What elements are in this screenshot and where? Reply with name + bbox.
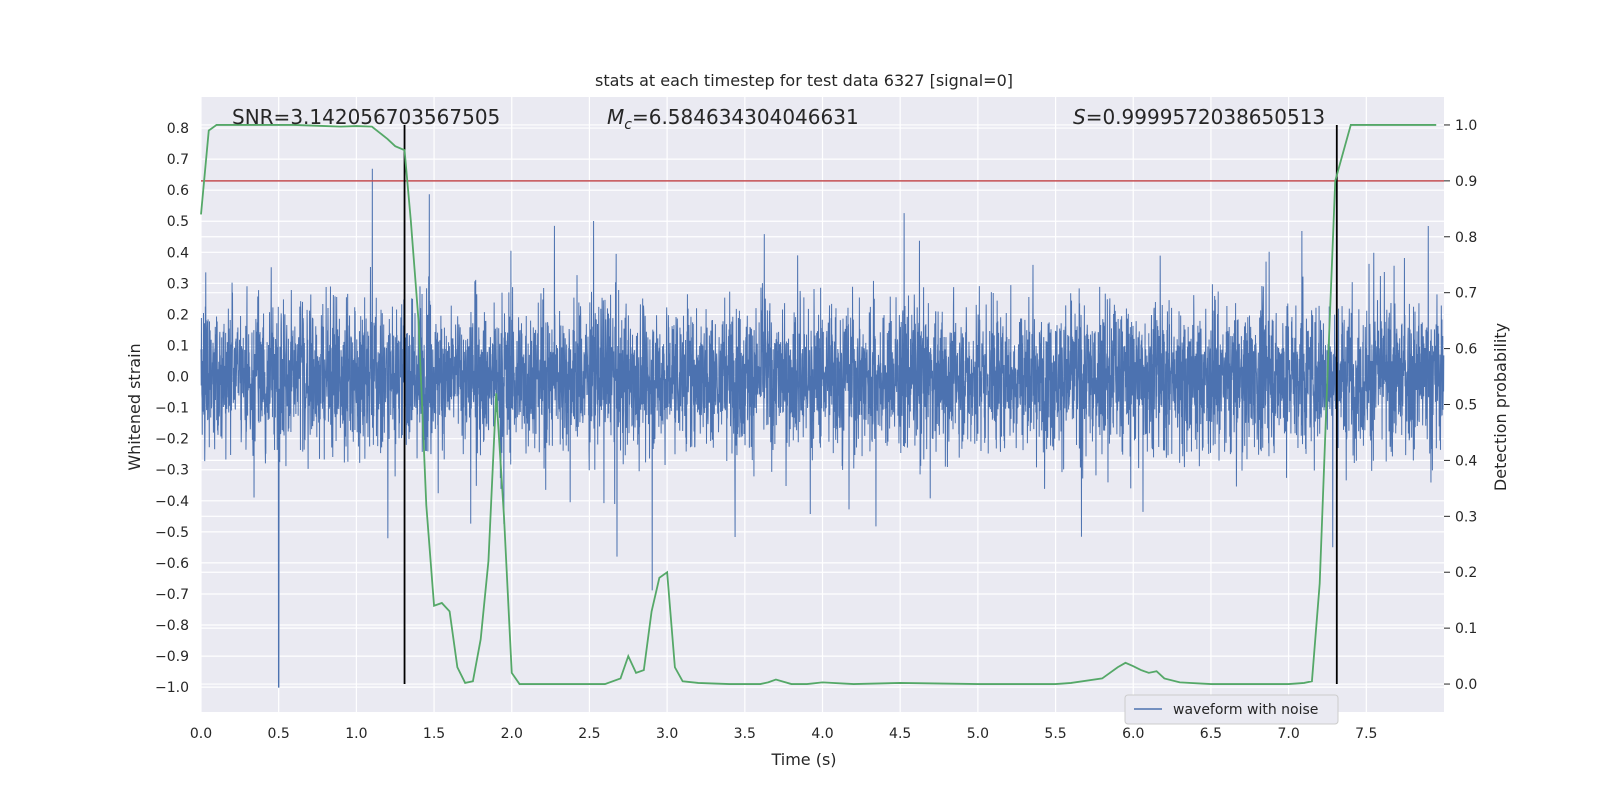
x-tick-label: 7.5 (1355, 726, 1377, 742)
y-axis-left-ticks: 0.8 0.7 0.6 0.5 0.4 0.3 0.2 0.1 0.0 −0.1 −0.2 −0.3 −… (155, 121, 189, 696)
y-axis-right-ticks: 1.0 0.9 0.8 0.7 0.6 0.5 0.4 0.3 0.2 0.1 0.0 (1444, 118, 1477, 693)
event-markers (403, 124, 1338, 685)
y-left-tick-label: 0.3 (167, 276, 189, 292)
x-tick-label: 7.0 (1277, 726, 1299, 742)
y-axis-right-label: Detection probability (1491, 323, 1510, 491)
y-left-tick-label: 0.0 (167, 370, 189, 386)
y-left-tick-label: −0.2 (155, 432, 189, 448)
x-tick-label: 1.5 (423, 726, 445, 742)
snr-value: 3.142056703567505 (290, 105, 500, 129)
y-left-tick-label: −0.5 (155, 525, 189, 541)
snr-prefix: SNR= (232, 105, 290, 129)
y-left-tick-label: −0.7 (155, 587, 189, 603)
x-tick-label: 6.0 (1122, 726, 1144, 742)
chirp-mass-annotation: Mc=6.584634304046631 (607, 105, 859, 133)
x-tick-label: 0.0 (190, 726, 212, 742)
y-left-tick-label: −0.4 (155, 494, 189, 510)
chirp-mass-value: =6.584634304046631 (632, 105, 859, 129)
score-symbol: S (1073, 105, 1086, 129)
y-left-tick-label: −0.1 (155, 401, 189, 417)
y-right-tick-label: 0.5 (1455, 398, 1477, 414)
y-right-tick-label: 0.6 (1455, 342, 1477, 358)
x-tick-label: 2.5 (578, 726, 600, 742)
y-left-tick-label: 0.4 (167, 245, 189, 261)
y-right-tick-label: 0.4 (1455, 453, 1477, 469)
x-tick-label: 4.5 (889, 726, 911, 742)
legend-label: waveform with noise (1173, 702, 1318, 718)
detection-probability-line (200, 124, 1437, 685)
y-left-tick-label: 0.1 (167, 338, 189, 354)
y-right-tick-label: 0.1 (1455, 621, 1477, 637)
y-left-tick-label: −1.0 (155, 680, 189, 696)
y-left-tick-label: −0.9 (155, 649, 189, 665)
x-tick-label: 2.0 (501, 726, 523, 742)
y-right-tick-label: 1.0 (1455, 118, 1477, 134)
x-tick-label: 5.5 (1044, 726, 1066, 742)
y-right-tick-label: 0.2 (1455, 565, 1477, 581)
x-axis-label: Time (s) (770, 750, 836, 769)
score-annotation: S=0.9999572038650513 (1073, 105, 1325, 129)
snr-annotation: SNR=3.142056703567505 (232, 105, 500, 129)
y-left-tick-label: 0.8 (167, 121, 189, 137)
y-right-tick-label: 0.0 (1455, 677, 1477, 693)
y-right-tick-label: 0.8 (1455, 230, 1477, 246)
legend: waveform with noise (1124, 694, 1339, 725)
x-tick-label: 0.5 (268, 726, 290, 742)
legend-box (1124, 694, 1339, 725)
x-tick-label: 1.0 (345, 726, 367, 742)
chart-title: stats at each timestep for test data 632… (595, 71, 1013, 90)
y-left-tick-label: 0.7 (167, 152, 189, 168)
y-axis-left-label: Whitened strain (125, 343, 144, 470)
chirp-mass-subscript: c (624, 117, 632, 133)
y-left-tick-label: 0.2 (167, 307, 189, 323)
score-value: =0.9999572038650513 (1086, 105, 1325, 129)
chirp-mass-symbol: M (607, 105, 624, 129)
y-left-tick-label: 0.5 (167, 214, 189, 230)
x-axis-ticks: 0.0 0.5 1.0 1.5 2.0 2.5 3.0 3.5 4.0 4.5 5.0 5.5 6.0 6… (190, 726, 1378, 742)
x-tick-label: 3.0 (656, 726, 678, 742)
x-tick-label: 6.5 (1200, 726, 1222, 742)
y-left-tick-label: 0.6 (167, 183, 189, 199)
y-right-tick-label: 0.7 (1455, 286, 1477, 302)
y-right-tick-label: 0.3 (1455, 509, 1477, 525)
waveform-series (200, 168, 1445, 688)
y-left-tick-label: −0.6 (155, 556, 189, 572)
x-tick-label: 5.0 (967, 726, 989, 742)
y-right-tick-label: 0.9 (1455, 174, 1477, 190)
x-tick-label: 4.0 (811, 726, 833, 742)
waveform-line (200, 168, 1445, 688)
y-left-tick-label: −0.8 (155, 618, 189, 634)
y-left-tick-label: −0.3 (155, 463, 189, 479)
x-tick-label: 3.5 (734, 726, 756, 742)
